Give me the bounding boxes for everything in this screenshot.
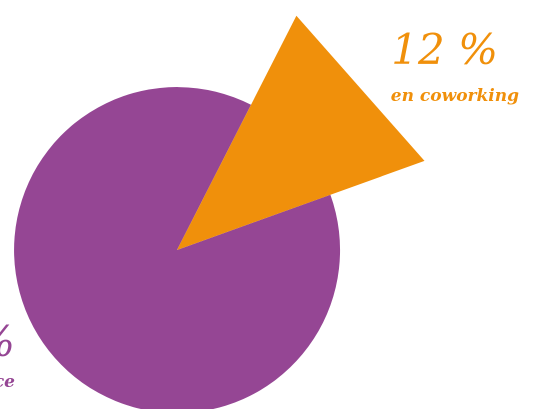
pie-slice-office: [14, 87, 341, 409]
slice-label-percent-coworking: 12 %: [391, 25, 498, 74]
slice-label-desc-coworking: en coworking: [391, 86, 519, 106]
pie-slice-coworking: [177, 15, 425, 251]
slice-label-percent-office: 88 %: [0, 317, 15, 366]
slice-label-desc-office: au bureau / en office: [0, 372, 15, 392]
pie-slices: [14, 15, 425, 409]
